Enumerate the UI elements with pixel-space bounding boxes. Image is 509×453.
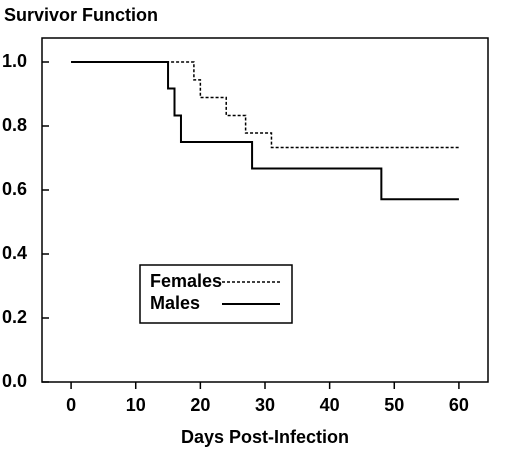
x-tick-label: 20 bbox=[190, 395, 210, 415]
y-tick-label: 0.4 bbox=[2, 243, 27, 263]
x-tick-label: 30 bbox=[255, 395, 275, 415]
x-tick-label: 10 bbox=[126, 395, 146, 415]
y-tick-label: 0.2 bbox=[2, 307, 27, 327]
plot-frame bbox=[41, 37, 489, 383]
y-tick-label: 0.8 bbox=[2, 115, 27, 135]
y-tick-label: 0.0 bbox=[2, 371, 27, 391]
x-tick-label: 60 bbox=[449, 395, 469, 415]
y-tick-label: 1.0 bbox=[2, 51, 27, 71]
legend-label: Females bbox=[150, 271, 222, 291]
legend-label: Males bbox=[150, 293, 200, 313]
legend-box bbox=[139, 264, 293, 324]
x-axis-label: Days Post-Infection bbox=[181, 427, 349, 447]
survival-curve bbox=[71, 61, 459, 149]
y-tick-label: 0.6 bbox=[2, 179, 27, 199]
x-tick-label: 0 bbox=[66, 395, 76, 415]
x-tick-label: 50 bbox=[384, 395, 404, 415]
survival-curve bbox=[71, 61, 459, 201]
x-tick-label: 40 bbox=[320, 395, 340, 415]
chart-title: Survivor Function bbox=[4, 5, 158, 25]
